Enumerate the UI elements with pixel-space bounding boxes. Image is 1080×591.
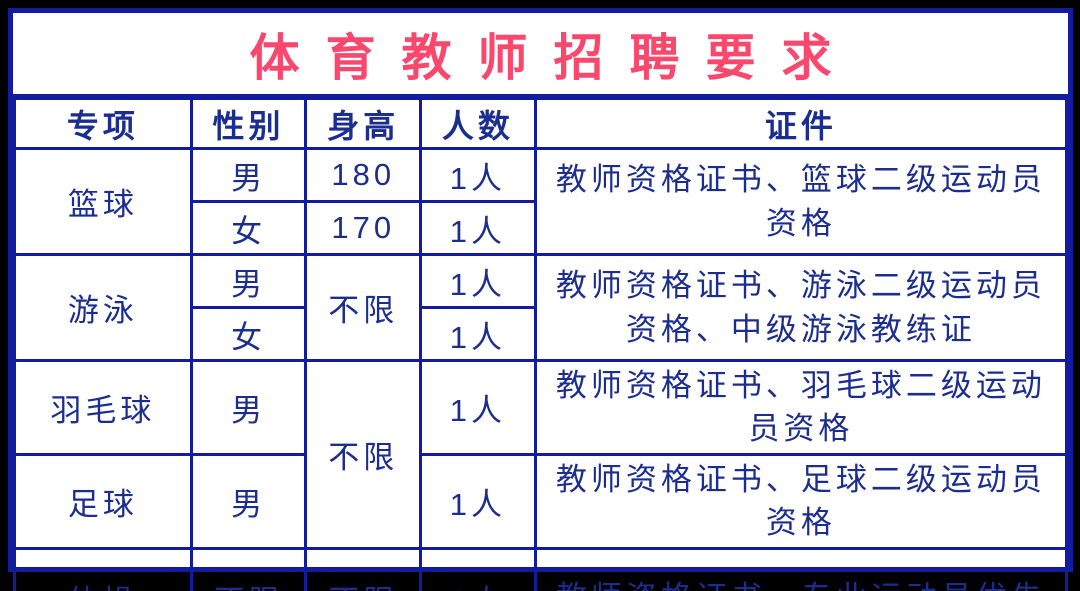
height-cell: 180 [304,147,423,203]
sport-cell-badminton: 羽毛球 [13,359,193,456]
count-cell: 1人 [419,452,537,550]
cert-cell-badminton: 教师资格证书、羽毛球二级运动员资格 [533,359,1069,456]
gender-cell: 男 [189,253,308,309]
header-row: 专项 性别 身高 人数 证件 [13,97,1069,150]
gender-cell: 不限 [189,546,308,591]
page-title: 体育教师招聘要求 [249,29,858,86]
title-band: 体育教师招聘要求 [13,13,1068,97]
cert-cell-basketball: 教师资格证书、篮球二级运动员资格 [533,147,1069,256]
gender-cell: 女 [189,306,308,362]
count-cell: 1人 [419,253,537,309]
gender-cell: 女 [189,200,308,256]
requirements-table: 专项 性别 身高 人数 证件 篮球 男 180 1人 教师资格证书、篮球二级运动… [13,97,1069,591]
cert-cell-swimming: 教师资格证书、游泳二级运动员资格、中级游泳教练证 [533,253,1069,362]
gender-cell: 男 [189,359,308,456]
col-header-count: 人数 [419,97,537,150]
table-panel: 体育教师招聘要求 专项 性别 身高 人数 证件 [8,8,1073,591]
count-cell: 2人 [419,546,537,591]
sport-cell-football: 足球 [13,452,193,550]
gender-cell: 男 [189,147,308,203]
height-cell: 170 [304,200,423,256]
count-cell: 1人 [419,147,537,203]
cert-cell-football: 教师资格证书、足球二级运动员资格 [533,452,1069,550]
sport-cell-swimming: 游泳 [13,253,193,362]
sport-cell-basketball: 篮球 [13,147,193,256]
count-cell: 1人 [419,306,537,362]
sport-cell-gymnastics: 体操 [13,546,193,591]
cert-cell-gymnastics: 教师资格证书，专业运动员优先 [533,546,1069,591]
count-cell: 1人 [419,200,537,256]
table-row-basketball-male: 篮球 男 180 1人 教师资格证书、篮球二级运动员资格 [13,147,1069,256]
table-row-swimming-male: 游泳 男 不限 1人 教师资格证书、游泳二级运动员资格、中级游泳教练证 [13,253,1069,362]
count-cell: 1人 [419,359,537,456]
table-row-basketball-female: 女 170 1人 [15,200,1067,256]
height-cell: 不限 [304,546,423,591]
col-header-gender: 性别 [189,97,308,150]
col-header-height: 身高 [304,97,423,150]
table-row-swimming-female: 女 1人 [15,306,1067,362]
table-row-badminton: 羽毛球 男 不限 1人 教师资格证书、羽毛球二级运动员资格 [13,359,1069,550]
table-row-football: 足球 男 1人 教师资格证书、足球二级运动员资格 [13,452,1069,550]
col-header-cert: 证件 [533,97,1069,150]
height-cell-badminton-football: 不限 [304,359,423,550]
gender-cell: 男 [189,452,308,550]
table-row-gymnastics: 体操 不限 不限 2人 教师资格证书，专业运动员优先 [13,546,1069,591]
height-cell-swimming: 不限 [304,253,423,362]
col-header-sport: 专项 [13,97,193,150]
